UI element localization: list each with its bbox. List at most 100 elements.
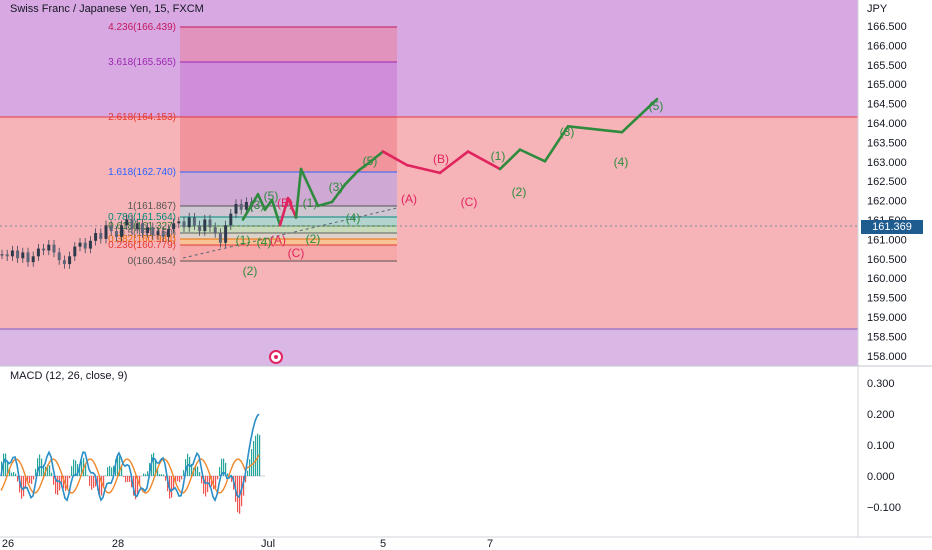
macd-histogram-bar [29, 476, 31, 484]
macd-histogram-bar [77, 464, 79, 476]
wave-label-projected: (A) [401, 192, 417, 206]
candle-body [36, 248, 40, 257]
wave-segment [343, 169, 360, 186]
candle-body [218, 233, 222, 243]
macd-histogram-bar [5, 453, 7, 476]
price-tick-label: 163.000 [867, 157, 907, 169]
macd-histogram-bar [157, 468, 159, 476]
fib-band-3618 [180, 62, 397, 117]
macd-histogram-bar [215, 476, 217, 488]
macd-histogram-bar [27, 476, 29, 484]
price-tick-label: 161.000 [867, 234, 907, 246]
macd-histogram-bar [191, 463, 193, 476]
macd-histogram-bar [37, 458, 39, 476]
candle-body [10, 250, 14, 257]
price-tick-label: 165.000 [867, 79, 907, 91]
fib-label: 0.382(160.984) [108, 234, 176, 245]
candle-body [125, 219, 129, 226]
macd-histogram-bar [59, 476, 61, 491]
macd-histogram-bar [85, 463, 87, 476]
wave-segment [518, 148, 547, 163]
macd-histogram-bar [145, 474, 147, 476]
macd-histogram-bar [111, 467, 113, 476]
candle-body [198, 225, 202, 232]
macd-histogram-bar [121, 466, 123, 476]
macd-histogram-bar [147, 471, 149, 476]
macd-histogram-bar [165, 476, 167, 481]
candle-body [244, 202, 248, 210]
macd-histogram-bar [159, 474, 161, 476]
macd-histogram-bar [253, 441, 255, 476]
macd-histogram-bar [125, 476, 127, 483]
macd-tick-label: 0.300 [867, 378, 895, 390]
macd-histogram-bar [13, 472, 15, 476]
candle-body [192, 217, 196, 226]
macd-histogram-bar [123, 476, 125, 477]
candle-body [109, 225, 113, 232]
macd-histogram-bar [179, 476, 181, 483]
fib-label: 1.618(162.740) [108, 167, 176, 178]
macd-histogram-bar [155, 459, 157, 476]
candle-body [78, 242, 82, 247]
macd-histogram-bar [63, 476, 65, 489]
macd-histogram-bar [255, 435, 257, 476]
macd-histogram-bar [227, 473, 229, 476]
price-tick-label: 164.000 [867, 118, 907, 130]
wave-label-early: (4) [257, 235, 272, 249]
macd-histogram-bar [11, 472, 13, 476]
red-zone [0, 117, 858, 329]
wave-label-early: (5) [264, 189, 279, 203]
price-tick-label: 159.000 [867, 312, 907, 324]
macd-histogram-bar [185, 459, 187, 476]
fib-label: 2.618(164.153) [108, 112, 176, 123]
wave-label-correction: (A) [270, 233, 286, 247]
macd-histogram-bar [87, 475, 89, 476]
candle-body [57, 252, 61, 261]
macd-histogram-bar [25, 476, 27, 489]
macd-histogram-bar [73, 459, 75, 476]
macd-histogram-bar [69, 476, 71, 479]
candle-body [229, 213, 233, 226]
macd-histogram-bar [247, 470, 249, 476]
price-tick-label: 166.000 [867, 40, 907, 52]
macd-histogram-bar [117, 454, 119, 476]
wave-segment [356, 159, 373, 173]
price-tick-label: 160.500 [867, 254, 907, 266]
macd-histogram-bar [171, 476, 173, 498]
macd-histogram-bar [199, 472, 201, 476]
fib-band-0236 [180, 245, 397, 261]
wave-segment [543, 125, 570, 163]
macd-histogram-bar [245, 476, 247, 483]
time-tick-label: 7 [487, 538, 493, 550]
candle-body [208, 219, 212, 228]
macd-line [0, 413, 260, 503]
price-tick-label: 165.500 [867, 60, 907, 72]
macd-histogram-bar [153, 452, 155, 476]
macd-histogram-bar [219, 467, 221, 476]
macd-histogram-bar [173, 476, 175, 491]
wave-segment [438, 150, 470, 175]
wave-label-impulse2: (1) [303, 196, 318, 210]
candle-body [62, 260, 66, 265]
macd-histogram-bar [75, 460, 77, 476]
macd-histogram-bar [251, 449, 253, 476]
macd-histogram-bar [71, 466, 73, 476]
macd-histogram-bar [105, 475, 107, 476]
wave-label-impulse2: (3) [329, 180, 344, 194]
macd-tick-label: 0.200 [867, 409, 895, 421]
fib-band-0382 [180, 239, 397, 245]
macd-histogram-bar [161, 474, 163, 476]
macd-histogram-bar [259, 435, 261, 476]
macd-histogram-bar [209, 476, 211, 488]
macd-histogram-bar [33, 476, 35, 480]
candle-body [5, 254, 9, 257]
wave-label-projected: (3) [560, 125, 575, 139]
wave-segment [256, 192, 267, 212]
macd-histogram-bar [237, 476, 239, 513]
fib-label: 0.236(160.779) [108, 240, 176, 251]
time-tick-label: 5 [380, 538, 386, 550]
event-marker-dot [274, 355, 278, 359]
macd-title: MACD (12, 26, close, 9) [10, 370, 128, 382]
candle-body [224, 225, 228, 243]
